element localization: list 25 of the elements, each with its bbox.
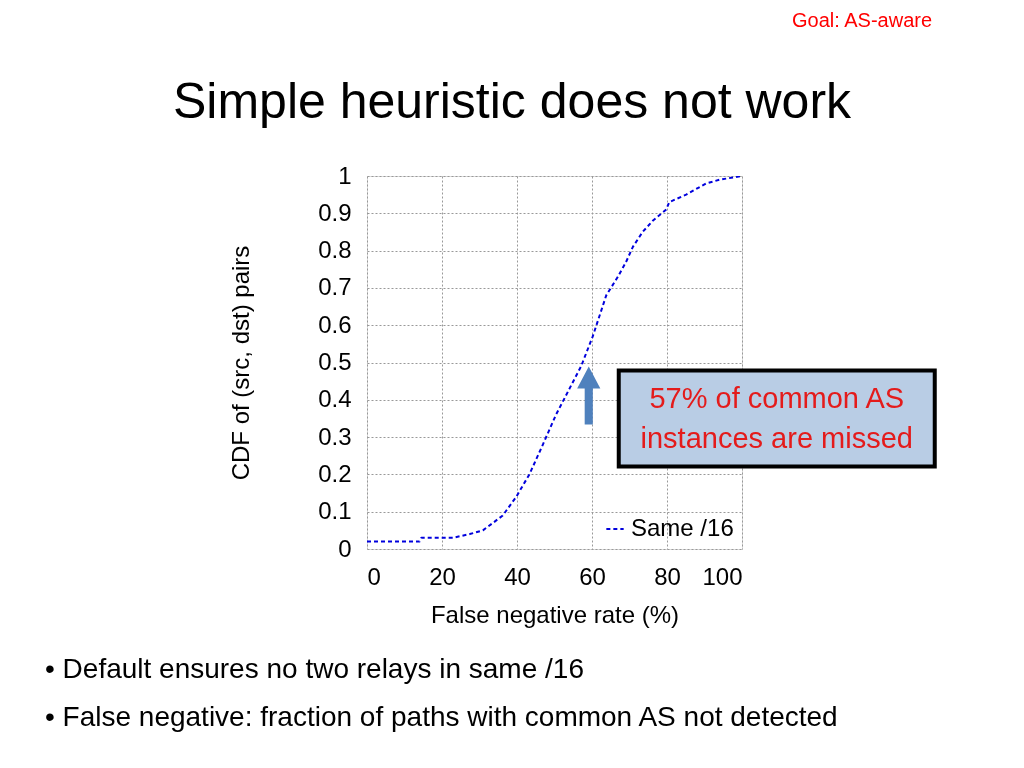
x-tick-label: 80: [654, 562, 681, 590]
y-tick-label: 0.4: [318, 385, 352, 413]
y-tick-label: 0.5: [318, 348, 352, 375]
x-tick-label: 40: [504, 562, 531, 590]
chart-title: Simple heuristic does not work: [172, 73, 853, 129]
y-tick-label: 0.9: [318, 198, 352, 226]
text: • Default ensures no two relays in same /16: [45, 653, 584, 684]
text: • False negative: fraction of paths with common AS not detected: [45, 701, 838, 732]
y-tick-label: 0.3: [318, 422, 352, 450]
x-tick-label: 100: [702, 562, 743, 590]
y-axis-title: CDF of (src, dst) pairs: [227, 245, 255, 481]
y-tick-label: 0.1: [318, 497, 352, 525]
x-axis-title: False negative rate (%): [430, 600, 680, 628]
y-tick-label: 0.8: [318, 236, 352, 264]
annotation: 57% of common AS instances are missed: [640, 381, 913, 454]
x-tick-label: 0: [367, 562, 381, 590]
x-tick-label: 60: [579, 562, 606, 590]
y-tick-label: 0.7: [318, 273, 352, 301]
y-tick-label: 0: [338, 534, 352, 562]
text: Goal: AS-aware: [791, 9, 933, 31]
y-tick-label: 0.2: [318, 459, 352, 487]
legend-label: Same /16: [631, 514, 734, 541]
y-tick-label: 0.6: [318, 310, 352, 338]
x-tick-label: 20: [429, 562, 456, 590]
y-tick-label: 1: [338, 161, 352, 189]
